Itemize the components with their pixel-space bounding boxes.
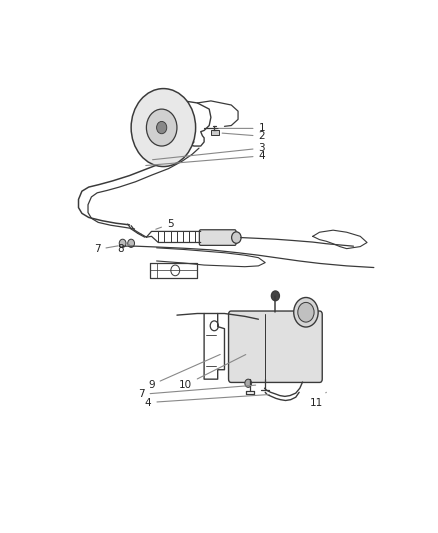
Circle shape (298, 302, 314, 322)
Circle shape (232, 232, 241, 243)
Circle shape (210, 321, 219, 330)
FancyBboxPatch shape (199, 230, 236, 245)
Text: 10: 10 (179, 354, 246, 390)
Circle shape (157, 122, 167, 134)
Circle shape (245, 379, 251, 387)
Text: 7: 7 (94, 245, 118, 254)
Circle shape (171, 265, 180, 276)
Circle shape (128, 239, 134, 247)
Text: 7: 7 (138, 385, 256, 399)
Text: 5: 5 (156, 219, 173, 229)
Text: 2: 2 (222, 131, 265, 141)
Text: 4: 4 (146, 151, 265, 166)
Text: 4: 4 (145, 394, 269, 408)
Text: 1: 1 (219, 124, 265, 133)
Text: 11: 11 (310, 392, 326, 408)
FancyBboxPatch shape (211, 131, 219, 135)
Text: 8: 8 (118, 245, 130, 254)
Circle shape (271, 291, 279, 301)
Circle shape (131, 88, 196, 166)
Circle shape (294, 297, 318, 327)
Circle shape (119, 239, 126, 247)
FancyBboxPatch shape (229, 311, 322, 383)
Text: 3: 3 (152, 143, 265, 160)
Circle shape (146, 109, 177, 146)
Text: 9: 9 (148, 354, 220, 390)
